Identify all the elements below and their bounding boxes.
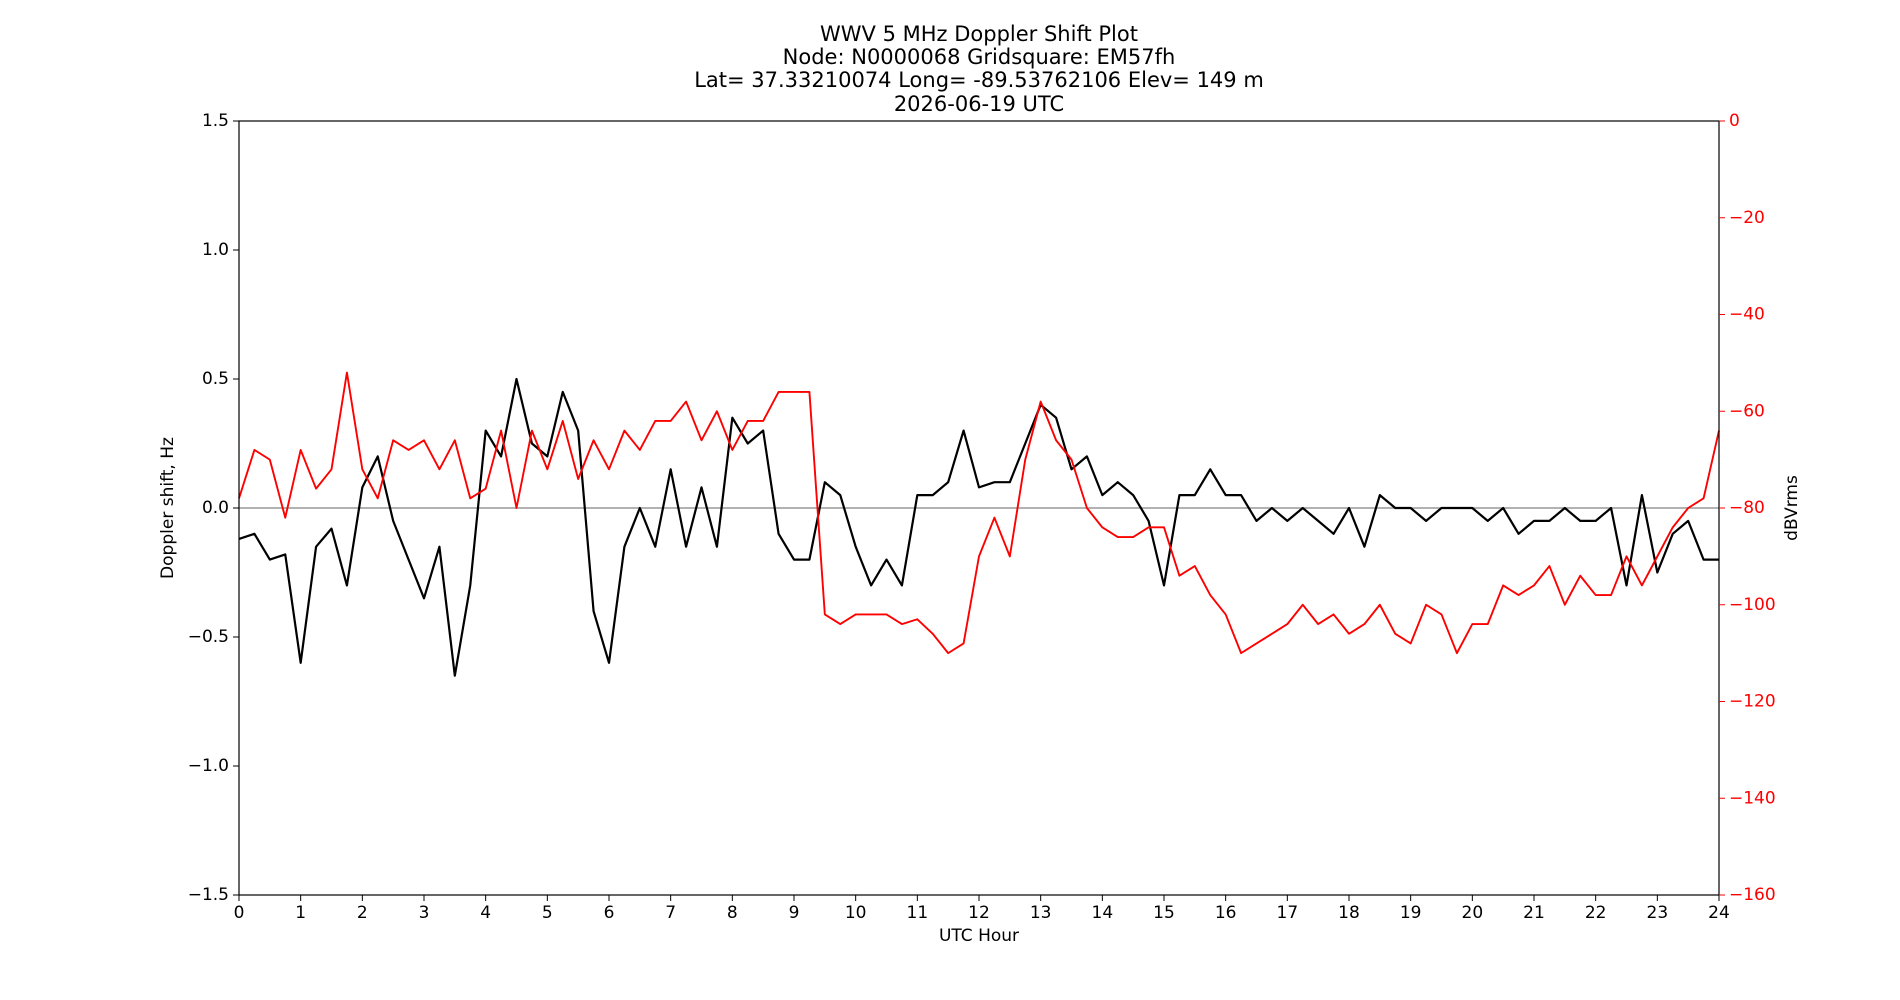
x-tick-label: 4: [480, 903, 491, 923]
x-tick-label: 14: [1092, 903, 1114, 923]
chart-title: 2026-06-19 UTC: [894, 92, 1064, 116]
y2-tick-label: −20: [1729, 208, 1765, 228]
y-tick-label: 1.0: [202, 240, 229, 260]
x-tick-label: 15: [1153, 903, 1175, 923]
x-axis-label: UTC Hour: [939, 926, 1019, 946]
x-tick-label: 9: [789, 903, 800, 923]
x-tick-label: 16: [1215, 903, 1237, 923]
x-tick-label: 8: [727, 903, 738, 923]
x-tick-label: 21: [1523, 903, 1545, 923]
x-tick-label: 24: [1708, 903, 1730, 923]
y2-tick-label: −60: [1729, 401, 1765, 421]
y2-axis-label: dBVrms: [1782, 475, 1802, 541]
series-line: [238, 377, 1719, 677]
x-tick-label: 19: [1400, 903, 1422, 923]
x-tick-label: 18: [1338, 903, 1360, 923]
x-tick-label: 13: [1030, 903, 1052, 923]
series-line: [238, 371, 1720, 655]
y2-tick-label: −100: [1729, 595, 1776, 615]
x-tick-label: 5: [542, 903, 553, 923]
y2-tick-label: −120: [1729, 692, 1776, 712]
y-tick-label: −1.0: [188, 756, 229, 776]
y-tick-label: −1.5: [188, 885, 229, 905]
y2-tick-label: −80: [1729, 498, 1765, 518]
x-tick-label: 11: [907, 903, 929, 923]
y-tick-label: 0.0: [202, 498, 229, 518]
x-tick-label: 0: [234, 903, 245, 923]
x-tick-label: 17: [1277, 903, 1299, 923]
chart-title: Lat= 37.33210074 Long= -89.53762106 Elev…: [694, 68, 1264, 92]
y2-tick-label: −160: [1729, 885, 1776, 905]
y2-tick-label: −140: [1729, 788, 1776, 808]
x-tick-label: 6: [604, 903, 615, 923]
chart-title: WWV 5 MHz Doppler Shift Plot: [820, 22, 1138, 46]
x-tick-label: 12: [968, 903, 990, 923]
x-tick-label: 2: [357, 903, 368, 923]
y-tick-label: 1.5: [202, 111, 229, 131]
x-tick-label: 23: [1647, 903, 1669, 923]
chart-title: Node: N0000068 Gridsquare: EM57fh: [783, 45, 1176, 69]
x-tick-label: 7: [665, 903, 676, 923]
x-tick-label: 10: [845, 903, 867, 923]
y-tick-label: −0.5: [188, 627, 229, 647]
x-tick-label: 3: [419, 903, 430, 923]
x-tick-label: 1: [295, 903, 306, 923]
y-tick-label: 0.5: [202, 369, 229, 389]
x-tick-label: 22: [1585, 903, 1607, 923]
x-tick-label: 20: [1462, 903, 1484, 923]
y2-tick-label: 0: [1729, 111, 1740, 131]
y-axis-label: Doppler shift, Hz: [158, 437, 178, 579]
y2-tick-label: −40: [1729, 305, 1765, 325]
